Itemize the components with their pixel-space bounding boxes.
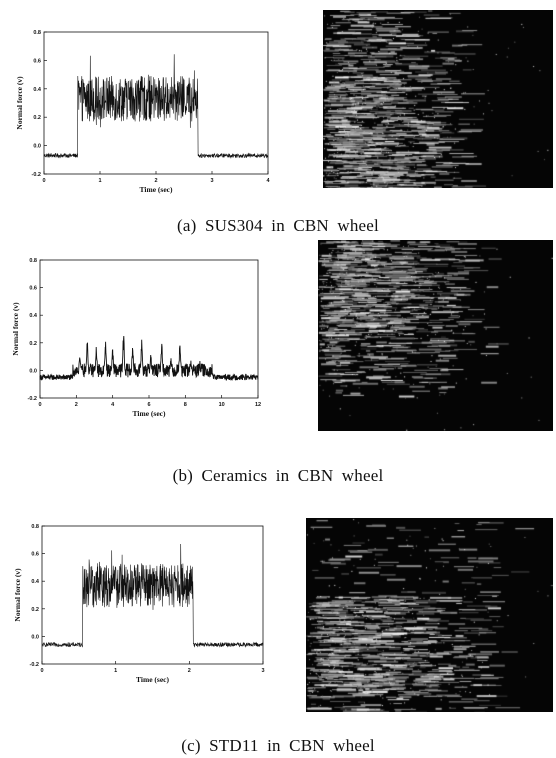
chart-a-xtick-label: 0: [42, 178, 45, 184]
chart-a-xlabel: Time (sec): [140, 185, 173, 194]
chart-b-xtick-label: 8: [184, 402, 187, 408]
micrograph-c: [306, 518, 553, 712]
chart-b-xtick-label: 4: [111, 402, 115, 408]
chart-c-ylabel: Normal force (v): [13, 568, 22, 622]
chart-a-ytick-label: -0.2: [32, 172, 41, 178]
chart-a-ytick-label: 0.6: [33, 58, 41, 64]
chart-c: 0.8 0.6 0.4 0.2 0.0 -0.2 0 1 2 3 Time (sec) Normal …: [4, 520, 269, 684]
chart-a-xtick-label: 4: [266, 178, 270, 184]
chart-c-xtick-label: 1: [114, 668, 117, 674]
chart-b-ytick-label: -0.2: [28, 396, 37, 402]
chart-a-xtick-label: 2: [154, 178, 157, 184]
micrograph-b: [318, 240, 553, 431]
chart-a-svg: 0.8 0.6 0.4 0.2 0.0 -0.20 1 2 3 4 Time (sec) Normal…: [15, 30, 270, 194]
chart-b-xtick-label: 0: [38, 402, 41, 408]
chart-b-ytick-label: 0.4: [29, 313, 38, 319]
chart-c-frame: [41, 525, 264, 665]
chart-b-ytick-label: 0.8: [29, 258, 37, 264]
chart-b-series-line: [39, 335, 259, 382]
chart-c-ytick-label: 0.2: [31, 607, 39, 613]
chart-c-ytick-label: 0.4: [31, 579, 40, 585]
chart-c-ytick-label: 0.0: [31, 634, 39, 640]
chart-b-xtick-label: 10: [219, 402, 225, 408]
micrograph-a: [323, 10, 553, 188]
chart-b: 0.8 0.6 0.4 0.2 0.0 -0.2 0 2 4 6 8 10 12 Time (sec) No…: [2, 258, 272, 428]
chart-b-ytick-label: 0.0: [29, 368, 37, 374]
chart-c-ytick-label: 0.6: [31, 552, 39, 558]
chart-b-xtick-label: 12: [255, 402, 261, 408]
chart-b-ylabel: Normal force (v): [11, 302, 20, 356]
chart-a-xtick-label: 3: [210, 178, 213, 184]
chart-c-xtick-label: 0: [40, 668, 43, 674]
chart-c-xtick-label: 2: [188, 668, 191, 674]
caption-b: (b) Ceramics in CBN wheel: [172, 466, 384, 485]
chart-b-svg: 0.8 0.6 0.4 0.2 0.0 -0.20 2 4 6 8 10 12 Time (sec) No…: [11, 258, 261, 418]
chart-b-xtick-label: 6: [147, 402, 150, 408]
chart-b-ytick-label: 0.2: [29, 341, 37, 347]
chart-a-series-line: [43, 54, 269, 159]
caption-a: (a) SUS304 in CBN wheel: [177, 216, 379, 235]
chart-b-xlabel: Time (sec): [133, 409, 166, 418]
chart-b-xtick-label: 2: [75, 402, 78, 408]
chart-c-svg: 0.8 0.6 0.4 0.2 0.0 -0.20 1 2 3 Time (sec) Normal …: [13, 524, 265, 684]
chart-c-series-line: [41, 543, 264, 648]
chart-a: 0.8 0.6 0.4 0.2 0.0 -0.2 0 1 2 3 4 Time (sec) Normal…: [6, 22, 271, 194]
chart-c-ytick-label: -0.2: [30, 662, 39, 668]
chart-c-xlabel: Time (sec): [136, 675, 169, 684]
chart-b-ytick-label: 0.6: [29, 286, 37, 292]
chart-a-ylabel: Normal force (v): [15, 76, 24, 130]
chart-a-xtick-label: 1: [98, 178, 101, 184]
chart-c-xtick-label: 3: [261, 668, 264, 674]
chart-c-ytick-label: 0.8: [31, 524, 39, 530]
caption-c: (c) STD11 in CBN wheel: [181, 736, 375, 755]
chart-a-ytick-label: 0.2: [33, 115, 41, 121]
chart-a-ytick-label: 0.8: [33, 30, 41, 36]
chart-a-ytick-label: 0.0: [33, 144, 41, 150]
chart-a-ytick-label: 0.4: [33, 87, 42, 93]
